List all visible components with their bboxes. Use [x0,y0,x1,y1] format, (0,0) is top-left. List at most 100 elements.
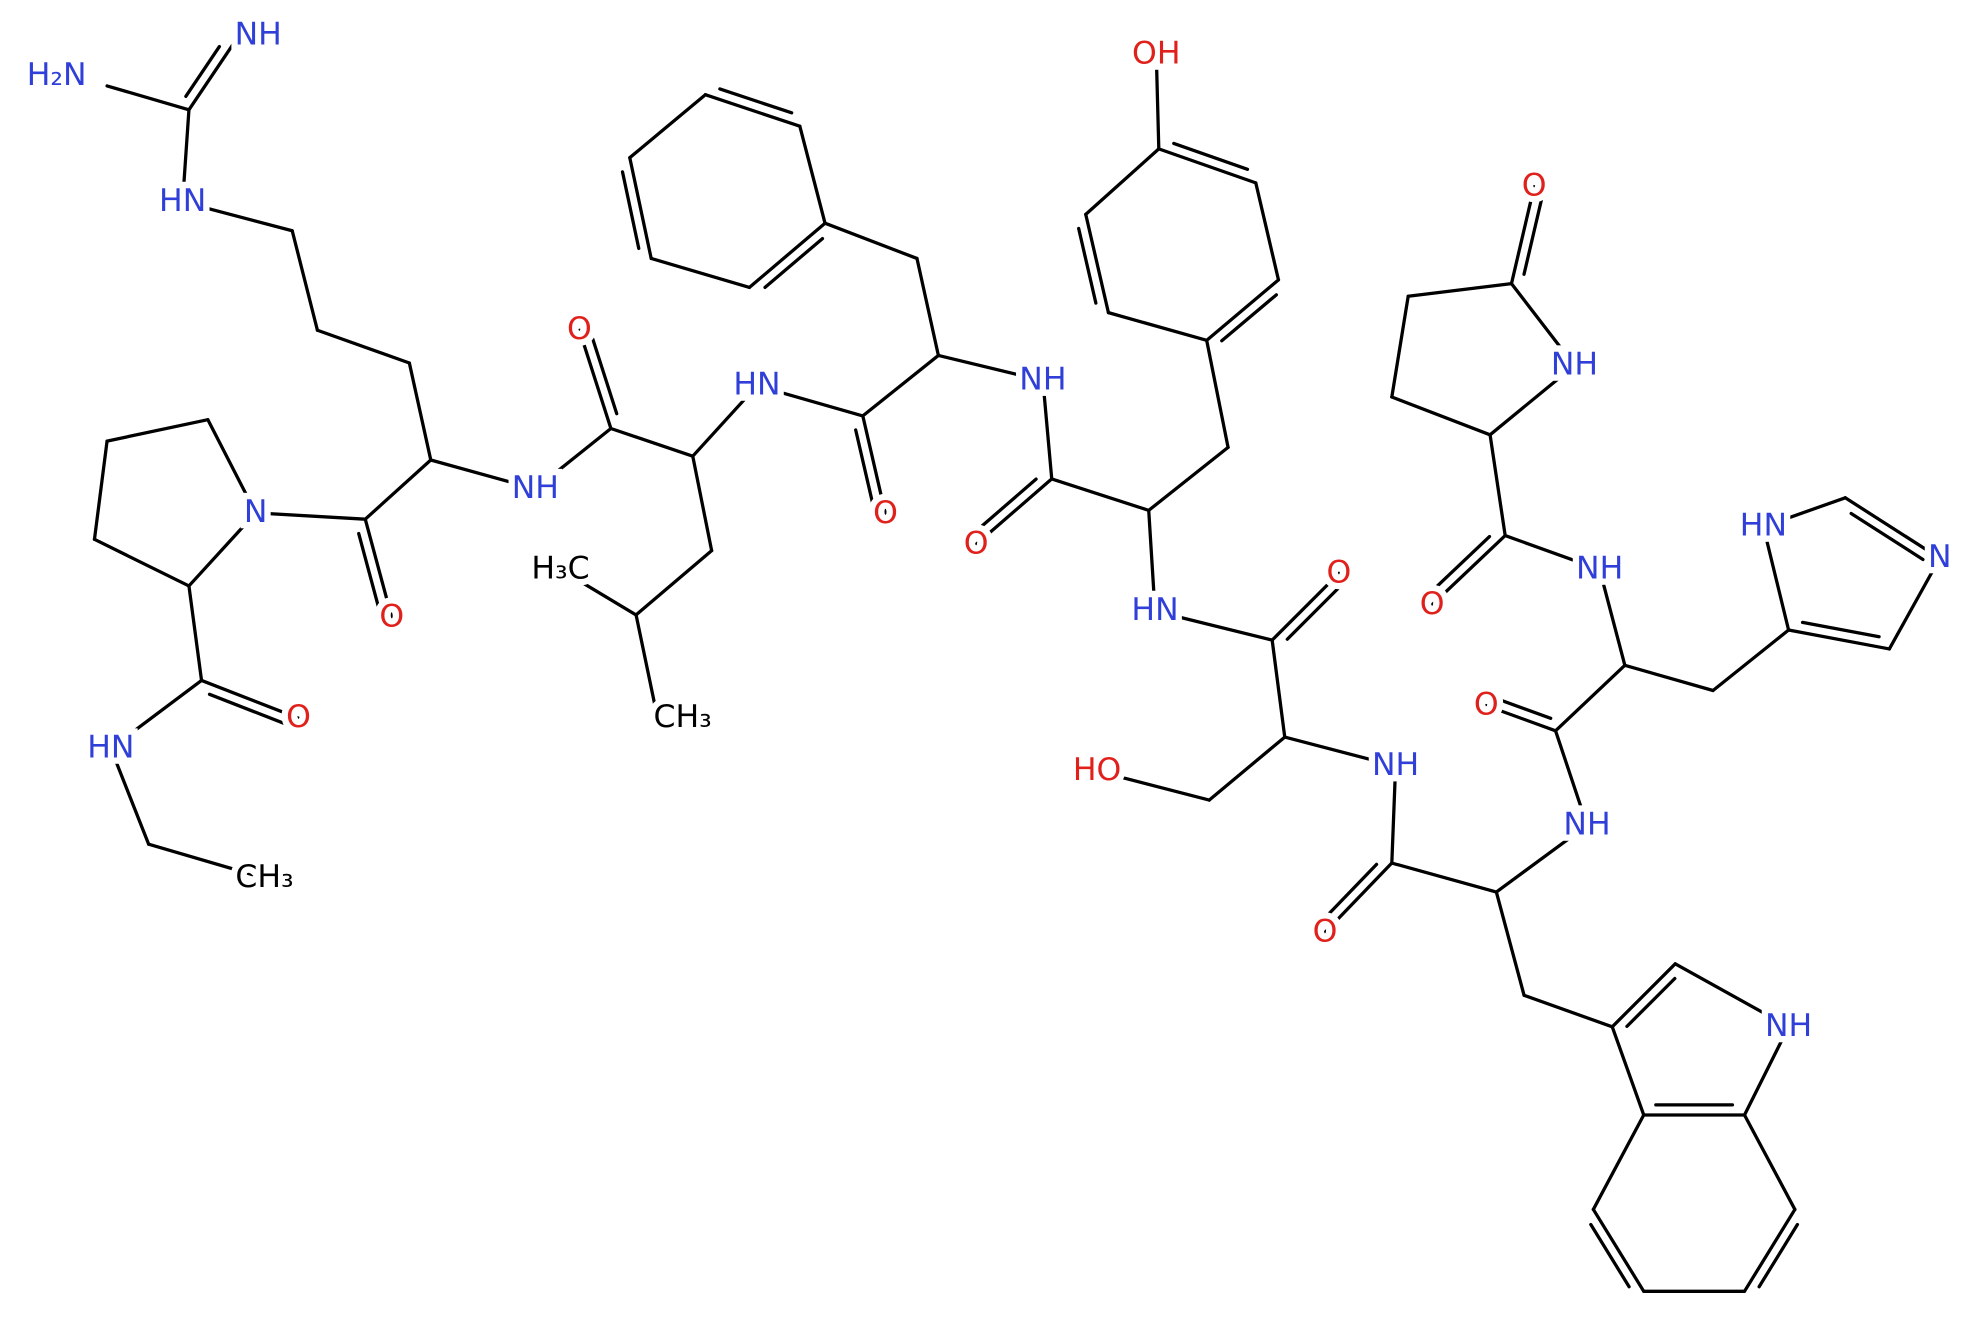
atom-label: O [567,311,592,347]
atom-label: N [244,494,268,530]
bond [1172,141,1250,171]
bond [187,511,258,588]
bond [628,93,707,160]
bond [1153,609,1274,642]
bond [1598,567,1627,667]
bond [691,454,714,553]
bond [1610,962,1677,1029]
bond [703,93,802,128]
bond [184,44,222,98]
bond [315,328,411,365]
bond [591,337,619,416]
atom-label: NH [235,17,282,53]
bond [206,418,258,515]
atom-label: NH [1551,347,1598,383]
bond [1390,861,1499,894]
bond [861,353,941,418]
bond [1494,823,1589,894]
bond [187,42,235,112]
atom-label: O [1313,913,1338,949]
bond [1553,729,1589,827]
bond [1205,338,1230,450]
atom-label: NH [1372,747,1419,783]
bond [1849,511,1925,562]
bond [1786,628,1891,651]
atom-label: NH [1019,362,1066,398]
bond [915,256,941,358]
atom-label: O [286,699,311,735]
bond [1041,378,1054,481]
bond [357,531,381,610]
bond [1283,735,1398,768]
bond [1084,212,1111,315]
atom-label: HN [733,367,780,403]
bond [1625,976,1677,1028]
bond [92,537,191,588]
atom-label: NH [1765,1008,1812,1044]
bond [1503,533,1602,572]
bond [1095,769,1211,802]
bond [1761,525,1791,632]
atom-label: HN [159,183,206,219]
bond [92,439,109,541]
bond [254,511,367,521]
bond [1711,628,1791,693]
bond [1323,861,1394,934]
bond [718,87,794,115]
bond [1285,586,1340,641]
bond [609,426,695,458]
atom-label: O [1522,168,1547,204]
atom-label: NH [1576,551,1623,587]
bond [1591,1207,1646,1293]
bond [558,567,638,617]
atom-label: NH [512,470,559,506]
atom-label: N [1928,539,1952,575]
bond [1800,620,1881,639]
bond [1484,703,1558,733]
bond [180,108,191,204]
bond [1843,496,1942,560]
bond [1757,1222,1800,1289]
bond [1077,226,1098,305]
bond [207,692,285,725]
atom-label: O [1474,687,1499,723]
bond [755,384,865,418]
bond [1742,1113,1797,1212]
atom-label: HN [1740,508,1787,544]
bond [634,613,657,708]
bond [1406,282,1514,298]
atom-label: HO [1073,752,1121,788]
bond [1157,147,1258,185]
bond [187,584,204,683]
bond [109,746,151,846]
bond [861,414,888,516]
bond [1742,1025,1791,1117]
bond [199,678,301,720]
bond [105,84,191,112]
bond [1147,508,1157,613]
bond [1522,198,1543,276]
bond [620,170,641,251]
bond [936,353,1045,383]
bonds [92,42,1942,1293]
atom-label: OH [1132,35,1180,71]
bond [747,221,827,290]
bond [763,236,825,290]
bond [1147,445,1230,513]
bond [1509,282,1577,368]
bond [1522,993,1614,1029]
bond [1591,1113,1646,1212]
bond [109,678,204,751]
atom-label: H₂N [27,57,87,93]
atom-label: H₃C [531,551,589,587]
bond [1154,52,1161,151]
bond [1887,556,1942,651]
bond [1432,534,1492,591]
bond [1623,663,1715,693]
atom-label: CH₃ [235,859,293,895]
bond [1106,310,1209,342]
atom-label: NH [1563,806,1610,842]
bond [1390,294,1410,399]
bond [976,477,1038,531]
